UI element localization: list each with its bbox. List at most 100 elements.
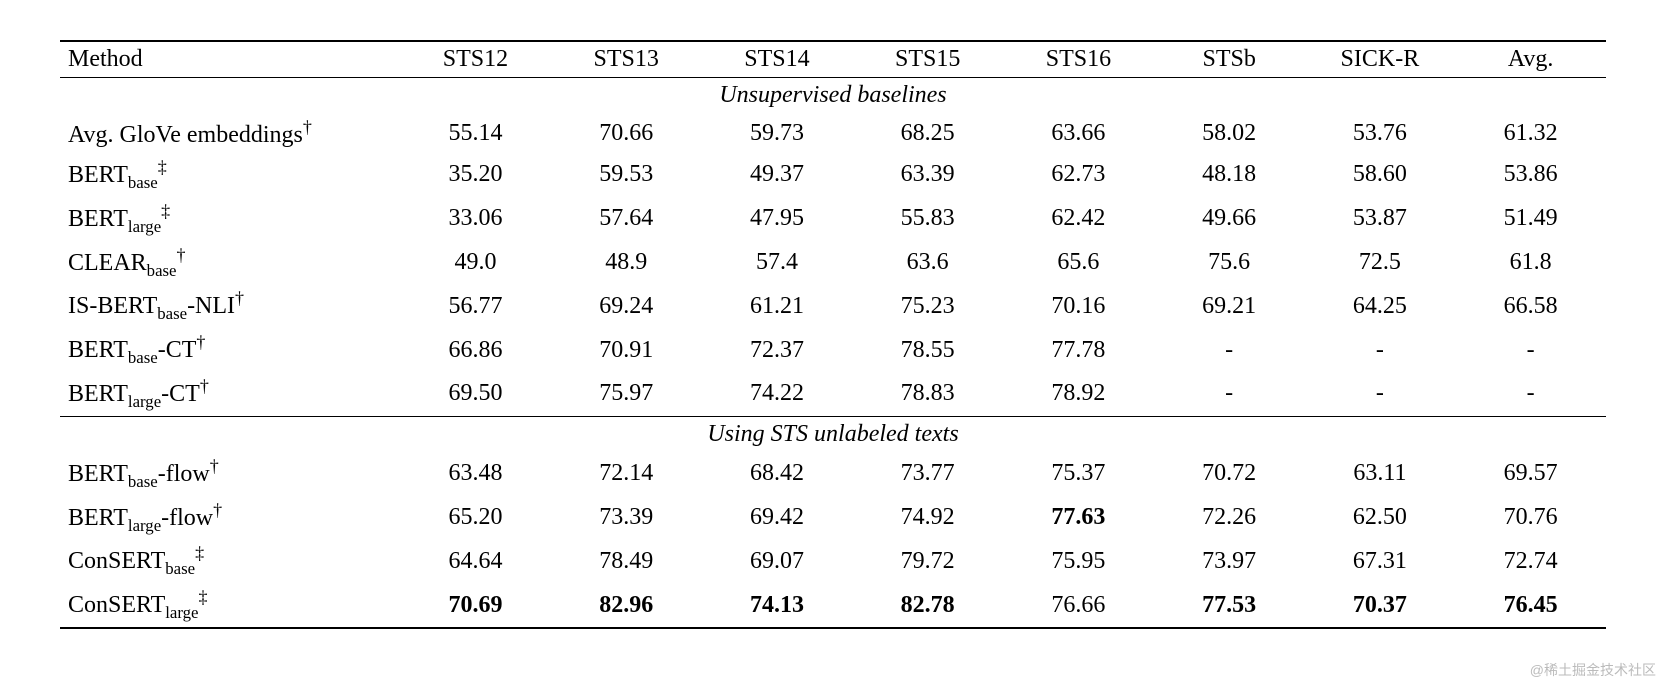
value-cell: 72.74 xyxy=(1455,539,1606,583)
value-cell: 63.66 xyxy=(1003,113,1154,153)
method-cell: ConSERTlarge‡ xyxy=(60,583,400,628)
value-cell: 62.73 xyxy=(1003,153,1154,197)
col-sts14: STS14 xyxy=(702,41,853,78)
table-row: BERTbase-CT†66.8670.9172.3778.5577.78--- xyxy=(60,328,1606,372)
value-cell: - xyxy=(1305,328,1456,372)
value-cell: 67.31 xyxy=(1305,539,1456,583)
value-cell: 70.69 xyxy=(400,583,551,628)
value-cell: 78.49 xyxy=(551,539,702,583)
value-cell: 75.37 xyxy=(1003,452,1154,496)
method-cell: CLEARbase† xyxy=(60,241,400,285)
value-cell: 78.92 xyxy=(1003,372,1154,416)
value-cell: 53.86 xyxy=(1455,153,1606,197)
value-cell: 72.14 xyxy=(551,452,702,496)
value-cell: 70.72 xyxy=(1154,452,1305,496)
value-cell: 69.50 xyxy=(400,372,551,416)
value-cell: 55.14 xyxy=(400,113,551,153)
col-sts13: STS13 xyxy=(551,41,702,78)
table-row: ConSERTbase‡64.6478.4969.0779.7275.9573.… xyxy=(60,539,1606,583)
value-cell: 53.76 xyxy=(1305,113,1456,153)
value-cell: 65.6 xyxy=(1003,241,1154,285)
value-cell: 70.66 xyxy=(551,113,702,153)
value-cell: 56.77 xyxy=(400,284,551,328)
value-cell: 75.97 xyxy=(551,372,702,416)
value-cell: 78.83 xyxy=(852,372,1003,416)
method-cell: BERTbase-CT† xyxy=(60,328,400,372)
value-cell: 72.26 xyxy=(1154,496,1305,540)
value-cell: 77.53 xyxy=(1154,583,1305,628)
value-cell: - xyxy=(1154,328,1305,372)
section-header: Unsupervised baselines xyxy=(60,78,1606,114)
value-cell: 70.91 xyxy=(551,328,702,372)
value-cell: 63.39 xyxy=(852,153,1003,197)
value-cell: 75.6 xyxy=(1154,241,1305,285)
method-cell: BERTlarge‡ xyxy=(60,197,400,241)
value-cell: 63.6 xyxy=(852,241,1003,285)
value-cell: - xyxy=(1455,372,1606,416)
method-cell: IS-BERTbase-NLI† xyxy=(60,284,400,328)
section-title: Using STS unlabeled texts xyxy=(60,416,1606,452)
value-cell: 61.21 xyxy=(702,284,853,328)
method-cell: BERTlarge-CT† xyxy=(60,372,400,416)
value-cell: 69.07 xyxy=(702,539,853,583)
value-cell: 61.8 xyxy=(1455,241,1606,285)
value-cell: 75.95 xyxy=(1003,539,1154,583)
watermark: @稀土掘金技术社区 xyxy=(1530,660,1656,680)
col-sts12: STS12 xyxy=(400,41,551,78)
value-cell: 79.72 xyxy=(852,539,1003,583)
value-cell: 66.58 xyxy=(1455,284,1606,328)
col-stsb: STSb xyxy=(1154,41,1305,78)
value-cell: 57.4 xyxy=(702,241,853,285)
table-row: Avg. GloVe embeddings†55.1470.6659.7368.… xyxy=(60,113,1606,153)
method-cell: BERTlarge-flow† xyxy=(60,496,400,540)
table-row: BERTlarge‡33.0657.6447.9555.8362.4249.66… xyxy=(60,197,1606,241)
value-cell: 69.57 xyxy=(1455,452,1606,496)
value-cell: 58.02 xyxy=(1154,113,1305,153)
value-cell: 70.16 xyxy=(1003,284,1154,328)
method-cell: ConSERTbase‡ xyxy=(60,539,400,583)
value-cell: 51.49 xyxy=(1455,197,1606,241)
method-cell: BERTbase-flow† xyxy=(60,452,400,496)
value-cell: 49.66 xyxy=(1154,197,1305,241)
value-cell: 78.55 xyxy=(852,328,1003,372)
value-cell: 76.45 xyxy=(1455,583,1606,628)
section-title: Unsupervised baselines xyxy=(60,78,1606,114)
value-cell: 73.97 xyxy=(1154,539,1305,583)
value-cell: 69.24 xyxy=(551,284,702,328)
value-cell: 82.96 xyxy=(551,583,702,628)
value-cell: 69.21 xyxy=(1154,284,1305,328)
value-cell: 68.25 xyxy=(852,113,1003,153)
value-cell: 48.18 xyxy=(1154,153,1305,197)
value-cell: 65.20 xyxy=(400,496,551,540)
method-cell: BERTbase‡ xyxy=(60,153,400,197)
value-cell: 53.87 xyxy=(1305,197,1456,241)
value-cell: 66.86 xyxy=(400,328,551,372)
value-cell: 77.78 xyxy=(1003,328,1154,372)
value-cell: 74.22 xyxy=(702,372,853,416)
value-cell: 63.11 xyxy=(1305,452,1456,496)
col-sick-r: SICK-R xyxy=(1305,41,1456,78)
value-cell: 72.37 xyxy=(702,328,853,372)
value-cell: 63.48 xyxy=(400,452,551,496)
value-cell: 69.42 xyxy=(702,496,853,540)
value-cell: 49.0 xyxy=(400,241,551,285)
table-row: IS-BERTbase-NLI†56.7769.2461.2175.2370.1… xyxy=(60,284,1606,328)
value-cell: 68.42 xyxy=(702,452,853,496)
value-cell: 33.06 xyxy=(400,197,551,241)
value-cell: 49.37 xyxy=(702,153,853,197)
value-cell: 35.20 xyxy=(400,153,551,197)
table-row: CLEARbase†49.048.957.463.665.675.672.561… xyxy=(60,241,1606,285)
value-cell: 76.66 xyxy=(1003,583,1154,628)
value-cell: 47.95 xyxy=(702,197,853,241)
value-cell: 74.13 xyxy=(702,583,853,628)
table-row: BERTlarge-flow†65.2073.3969.4274.9277.63… xyxy=(60,496,1606,540)
value-cell: 70.37 xyxy=(1305,583,1456,628)
table-row: ConSERTlarge‡70.6982.9674.1382.7876.6677… xyxy=(60,583,1606,628)
value-cell: 58.60 xyxy=(1305,153,1456,197)
value-cell: - xyxy=(1305,372,1456,416)
value-cell: - xyxy=(1455,328,1606,372)
value-cell: 75.23 xyxy=(852,284,1003,328)
header-row: MethodSTS12STS13STS14STS15STS16STSbSICK-… xyxy=(60,41,1606,78)
value-cell: 55.83 xyxy=(852,197,1003,241)
value-cell: - xyxy=(1154,372,1305,416)
